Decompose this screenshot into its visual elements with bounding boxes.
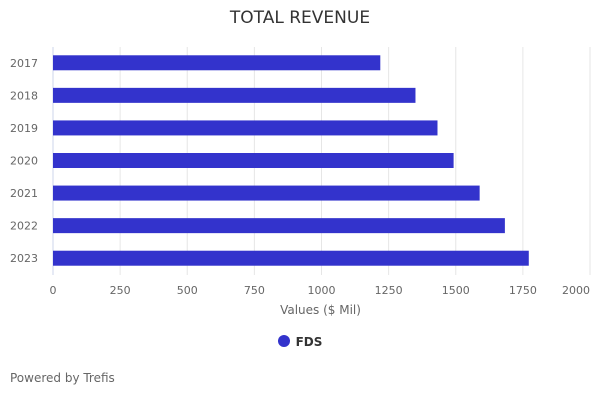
y-tick-label: 2020: [10, 155, 38, 168]
x-tick-label: 500: [177, 284, 198, 297]
y-tick-label: 2018: [10, 89, 38, 102]
x-tick-label: 0: [50, 284, 57, 297]
legend[interactable]: FDS: [0, 335, 600, 349]
bar-2020: [53, 153, 454, 168]
x-tick-label: 1500: [442, 284, 470, 297]
bar-2017: [53, 55, 381, 71]
x-tick-label: 1250: [375, 284, 403, 297]
legend-marker-icon: [277, 335, 290, 347]
x-tick-label: 2000: [562, 284, 590, 297]
x-tick-label: 250: [110, 284, 131, 297]
y-tick-label: 2017: [10, 57, 38, 70]
y-tick-label: 2023: [10, 252, 38, 265]
bar-2023: [53, 250, 529, 266]
chart-title: TOTAL REVENUE: [229, 8, 371, 28]
bar-2019: [53, 120, 438, 136]
x-axis-title: Values ($ Mil): [280, 303, 361, 317]
legend-label: FDS: [295, 335, 323, 349]
y-tick-label: 2019: [10, 122, 38, 135]
powered-by-text: Powered by Trefis: [10, 371, 115, 385]
bar-2022: [53, 218, 505, 234]
x-tick-label: 1750: [509, 284, 537, 297]
y-tick-label: 2021: [10, 187, 38, 200]
x-tick-label: 750: [244, 284, 265, 297]
x-tick-label: 1000: [308, 284, 336, 297]
bar-2018: [53, 87, 416, 103]
y-tick-label: 2022: [10, 220, 38, 233]
bar-2021: [53, 185, 480, 201]
